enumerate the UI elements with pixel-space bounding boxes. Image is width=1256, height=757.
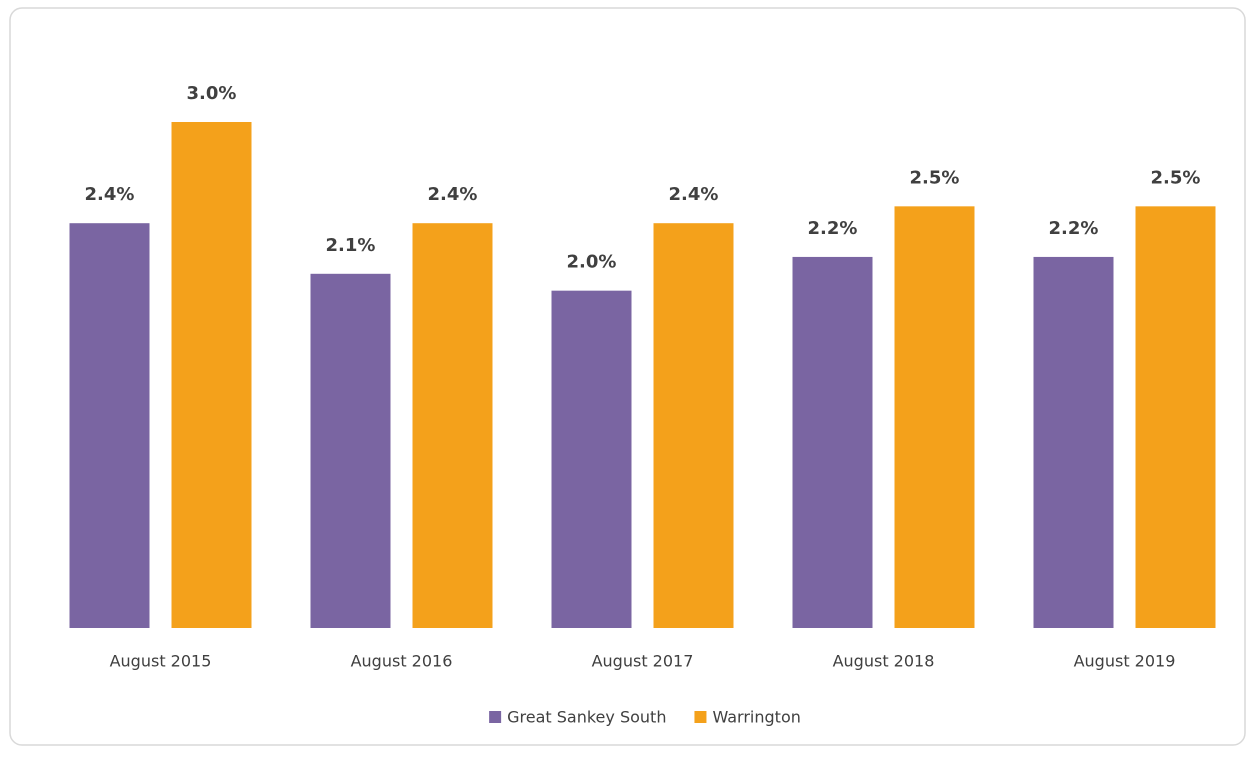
legend-swatch: [694, 711, 707, 723]
legend-label: Great Sankey South: [507, 708, 666, 727]
data-label: 2.4%: [669, 184, 719, 205]
bar: [412, 223, 493, 628]
data-label: 2.0%: [567, 252, 617, 273]
x-tick-label: August 2017: [592, 652, 694, 671]
bar: [171, 122, 252, 628]
bar: [69, 223, 150, 628]
x-tick-label: August 2019: [1074, 652, 1176, 671]
bar: [792, 256, 873, 628]
data-label: 2.2%: [808, 218, 858, 239]
bar: [653, 223, 734, 628]
bar: [1033, 256, 1114, 628]
x-tick-label: August 2018: [833, 652, 935, 671]
bar: [1135, 206, 1216, 629]
data-label: 3.0%: [187, 83, 237, 104]
bar: [894, 206, 975, 629]
data-label: 2.5%: [1151, 167, 1201, 188]
x-tick-label: August 2016: [351, 652, 453, 671]
data-label: 2.5%: [910, 167, 960, 188]
data-label: 2.4%: [85, 184, 135, 205]
bar: [551, 290, 632, 628]
data-label: 2.4%: [428, 184, 478, 205]
bar: [310, 273, 391, 628]
data-label: 2.2%: [1049, 218, 1099, 239]
data-label: 2.1%: [326, 235, 376, 256]
x-tick-label: August 2015: [110, 652, 212, 671]
legend-label: Warrington: [712, 708, 800, 727]
legend-swatch: [489, 711, 502, 723]
